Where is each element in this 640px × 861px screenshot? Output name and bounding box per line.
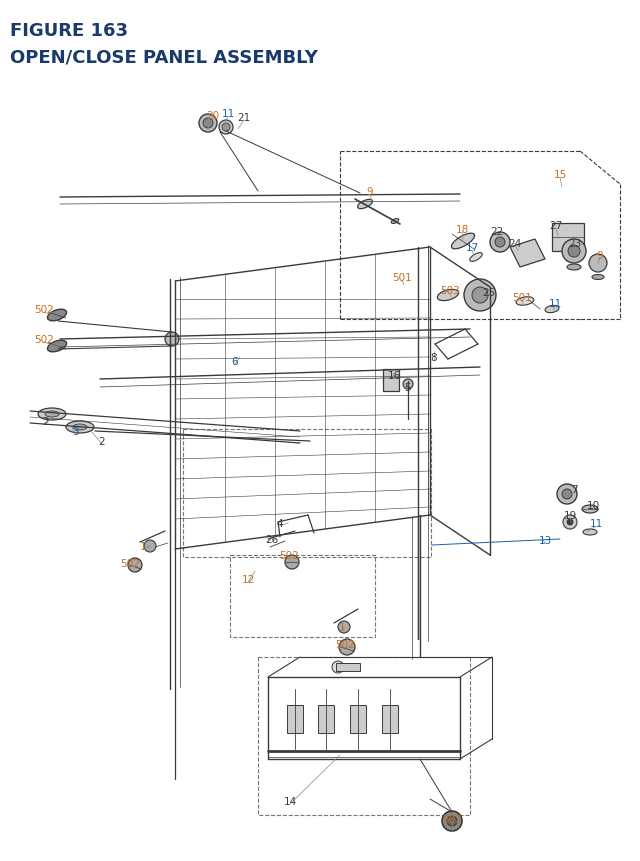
Ellipse shape <box>38 408 66 420</box>
Text: 3: 3 <box>72 426 78 437</box>
Text: 27: 27 <box>549 220 563 231</box>
Text: 1: 1 <box>140 542 147 551</box>
Text: 11: 11 <box>221 108 235 119</box>
Ellipse shape <box>582 505 598 513</box>
Text: FIGURE 163: FIGURE 163 <box>10 22 128 40</box>
Ellipse shape <box>45 412 59 418</box>
Text: 19: 19 <box>563 511 577 520</box>
Text: 502: 502 <box>279 550 299 561</box>
Text: 23: 23 <box>568 238 582 249</box>
Text: 25: 25 <box>483 288 495 298</box>
Text: 10: 10 <box>586 500 600 511</box>
Circle shape <box>219 121 233 135</box>
Bar <box>258 657 470 815</box>
Bar <box>350 705 366 734</box>
Circle shape <box>557 485 577 505</box>
Text: 21: 21 <box>237 113 251 123</box>
Text: 1: 1 <box>339 623 346 632</box>
Circle shape <box>464 280 496 312</box>
Ellipse shape <box>47 310 67 321</box>
Text: 17: 17 <box>465 243 479 253</box>
Ellipse shape <box>391 220 399 224</box>
Circle shape <box>222 124 230 132</box>
Text: 15: 15 <box>554 170 566 180</box>
Text: 20: 20 <box>207 111 220 121</box>
Text: 16: 16 <box>387 370 401 381</box>
Circle shape <box>490 232 510 253</box>
Text: 8: 8 <box>431 353 437 362</box>
Text: 501: 501 <box>392 273 412 282</box>
Ellipse shape <box>470 253 483 262</box>
Bar <box>336 663 360 672</box>
Text: 502: 502 <box>120 558 140 568</box>
Text: 502: 502 <box>442 814 462 824</box>
Text: 502: 502 <box>34 335 54 344</box>
Circle shape <box>285 555 299 569</box>
Text: 2: 2 <box>43 417 49 426</box>
Circle shape <box>495 238 505 248</box>
Circle shape <box>589 255 607 273</box>
Ellipse shape <box>73 424 87 430</box>
Ellipse shape <box>451 234 474 250</box>
Text: 9: 9 <box>596 251 604 261</box>
Text: 12: 12 <box>241 574 255 585</box>
Ellipse shape <box>545 306 559 313</box>
Bar <box>318 705 334 734</box>
Circle shape <box>199 115 217 133</box>
Text: 501: 501 <box>512 293 532 303</box>
Text: 9: 9 <box>367 187 373 197</box>
Text: 503: 503 <box>440 286 460 295</box>
Circle shape <box>567 519 573 525</box>
Ellipse shape <box>516 297 534 306</box>
Text: 14: 14 <box>284 796 296 806</box>
Circle shape <box>128 558 142 573</box>
Circle shape <box>568 245 580 257</box>
Ellipse shape <box>437 290 459 301</box>
Text: 22: 22 <box>490 226 504 237</box>
Circle shape <box>338 622 350 633</box>
Text: 2: 2 <box>99 437 106 447</box>
Circle shape <box>442 811 462 831</box>
Circle shape <box>332 661 344 673</box>
Ellipse shape <box>583 530 597 536</box>
Circle shape <box>339 639 355 655</box>
Text: 26: 26 <box>266 535 278 544</box>
Circle shape <box>165 332 179 347</box>
Text: 502: 502 <box>34 305 54 314</box>
Bar <box>230 555 375 637</box>
Bar <box>382 705 398 734</box>
Ellipse shape <box>66 422 94 433</box>
Bar <box>287 705 303 734</box>
Text: 18: 18 <box>456 225 468 235</box>
Bar <box>383 369 399 392</box>
Polygon shape <box>510 239 545 268</box>
Text: 6: 6 <box>232 356 238 367</box>
Circle shape <box>562 489 572 499</box>
Circle shape <box>403 380 413 389</box>
Bar <box>183 430 431 557</box>
Circle shape <box>563 516 577 530</box>
Text: 4: 4 <box>276 518 284 529</box>
Ellipse shape <box>47 341 67 352</box>
Ellipse shape <box>592 276 604 280</box>
Text: 5: 5 <box>404 382 410 393</box>
Text: 24: 24 <box>508 238 522 249</box>
Circle shape <box>472 288 488 304</box>
Circle shape <box>447 816 457 826</box>
Circle shape <box>562 239 586 263</box>
Ellipse shape <box>358 200 372 209</box>
Bar <box>552 224 584 251</box>
Circle shape <box>144 541 156 553</box>
Text: 13: 13 <box>538 536 552 545</box>
Text: 7: 7 <box>571 485 577 494</box>
Text: 502: 502 <box>335 639 355 649</box>
Circle shape <box>203 119 213 129</box>
Text: 11: 11 <box>589 518 603 529</box>
Ellipse shape <box>567 264 581 270</box>
Text: 11: 11 <box>548 299 562 308</box>
Text: OPEN/CLOSE PANEL ASSEMBLY: OPEN/CLOSE PANEL ASSEMBLY <box>10 48 318 66</box>
